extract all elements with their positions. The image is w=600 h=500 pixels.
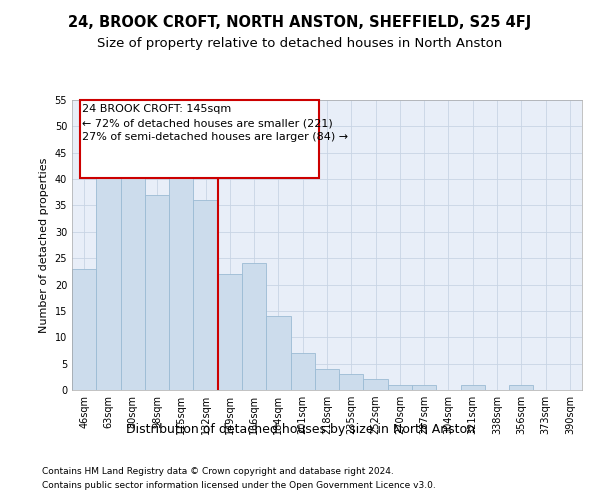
Text: 24 BROOK CROFT: 145sqm
← 72% of detached houses are smaller (221)
27% of semi-de: 24 BROOK CROFT: 145sqm ← 72% of detached… (82, 104, 349, 142)
Bar (290, 353, 315, 390)
Bar (509, 384, 533, 390)
Bar (364, 380, 388, 390)
Bar (72, 268, 96, 390)
FancyBboxPatch shape (80, 100, 319, 178)
Bar (145, 195, 169, 390)
Text: Contains HM Land Registry data © Crown copyright and database right 2024.: Contains HM Land Registry data © Crown c… (42, 468, 394, 476)
Text: Distribution of detached houses by size in North Anston: Distribution of detached houses by size … (125, 422, 475, 436)
Bar (461, 384, 485, 390)
Text: 24, BROOK CROFT, NORTH ANSTON, SHEFFIELD, S25 4FJ: 24, BROOK CROFT, NORTH ANSTON, SHEFFIELD… (68, 15, 532, 30)
Bar (412, 384, 436, 390)
Bar (242, 264, 266, 390)
Bar (388, 384, 412, 390)
Bar (193, 200, 218, 390)
Text: Size of property relative to detached houses in North Anston: Size of property relative to detached ho… (97, 38, 503, 51)
Bar (339, 374, 364, 390)
Bar (96, 152, 121, 390)
Bar (218, 274, 242, 390)
Y-axis label: Number of detached properties: Number of detached properties (39, 158, 49, 332)
Bar (121, 174, 145, 390)
Bar (266, 316, 290, 390)
Bar (315, 369, 339, 390)
Text: Contains public sector information licensed under the Open Government Licence v3: Contains public sector information licen… (42, 481, 436, 490)
Bar (169, 152, 193, 390)
